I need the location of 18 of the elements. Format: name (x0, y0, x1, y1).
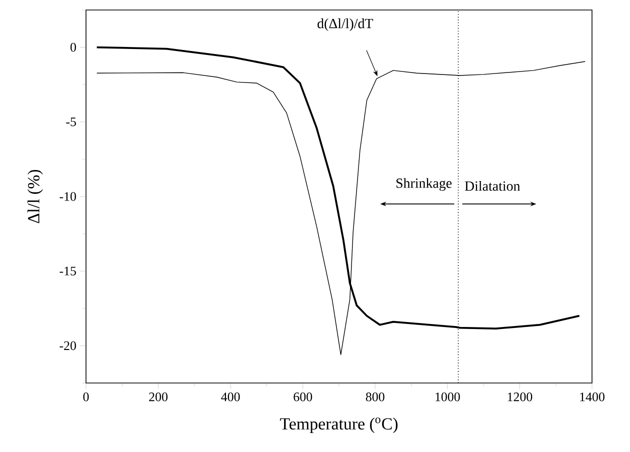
x-tick-label: 400 (221, 392, 240, 402)
y-tick-label: -15 (60, 266, 76, 276)
x-tick-label: 800 (366, 392, 384, 402)
x-tick-label: 200 (149, 392, 168, 402)
x-axis-title: Temperature ($^{o}$C) (280, 418, 398, 434)
y-tick-label: -20 (60, 341, 76, 350)
x-tick-label: 1200 (508, 392, 532, 402)
annotation: Dilatation (464, 180, 520, 191)
x-tick-label: 600 (294, 392, 312, 402)
y-axis-title: Δl/l (%) (28, 170, 43, 224)
y-tick-label: -10 (60, 192, 76, 201)
annotation: d(Δl/l)/dT (318, 18, 374, 32)
annotation: Shrinkage (396, 178, 452, 191)
x-tick-label: 1400 (580, 392, 604, 402)
y-tick-label: 0 (70, 42, 76, 52)
x-tick-label: 0 (83, 392, 89, 402)
y-tick-label: -5 (66, 118, 76, 126)
x-tick-label: 1000 (436, 392, 460, 402)
